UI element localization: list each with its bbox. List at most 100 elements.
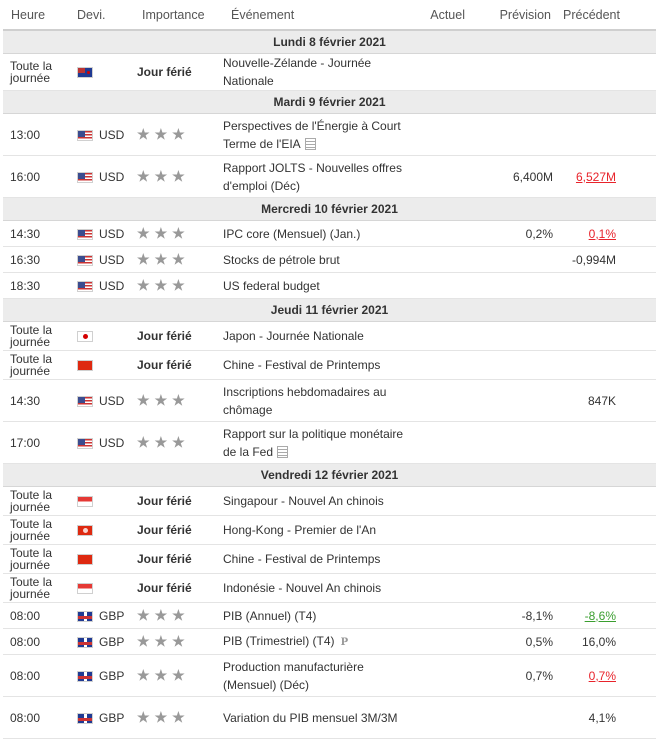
event-name-cell[interactable]: PIB (Trimestriel) (T4) P [223,628,414,655]
event-previous-cell [555,573,656,603]
event-forecast: 0,5% [469,628,555,655]
event-name-cell[interactable]: PIB (Annuel) (T4) [223,602,414,629]
event-row[interactable]: Toute la journée Jour férié Indonésie - No… [3,573,656,603]
header-row: Heure Devi. Importance Événement Actuel … [3,0,656,31]
event-row[interactable]: 14:30 USD ★ ★ ★ Inscriptions hebdomadaires au… [3,379,656,422]
header-currency[interactable]: Devi. [69,0,134,31]
importance-star-icon: ★ [172,607,185,623]
event-row[interactable]: Toute la journée Jour férié Nouvelle-Zélan… [3,53,656,91]
header-forecast[interactable]: Prévision [469,0,555,31]
importance-star-icon: ★ [137,667,150,683]
uk-flag-icon [77,610,93,622]
event-row[interactable]: 16:30 USD ★ ★ ★ Stocks de pétrole brut -0,994M [3,246,656,273]
event-name[interactable]: Rapport JOLTS - Nouvelles offres d'emplo… [223,160,402,193]
economic-calendar-table: Heure Devi. Importance Événement Actuel … [3,0,656,739]
event-name[interactable]: Hong-Kong - Premier de l'An [223,523,377,537]
event-name[interactable]: Inscriptions hebdomadaires au chômage [223,384,387,417]
event-currency-cell [69,544,134,574]
event-forecast: 0,2% [469,220,555,247]
event-row[interactable]: 08:00 GBP ★ ★ ★ Variation du PIB mensuel 3M/3… [3,696,656,739]
event-name-cell[interactable]: Hong-Kong - Premier de l'An [223,515,414,545]
event-name-cell[interactable]: Chine - Festival de Printemps [223,350,414,380]
event-name[interactable]: Japon - Journée Nationale [223,329,364,343]
event-row[interactable]: 14:30 USD ★ ★ ★ IPC core (Mensuel) (Jan.) 0,2%… [3,220,656,247]
day-header-row: Mercredi 10 février 2021 [3,197,656,221]
event-row[interactable]: Toute la journée Jour férié Japon - Journé… [3,321,656,351]
uk-flag-icon [77,712,93,724]
event-name-cell[interactable]: Variation du PIB mensuel 3M/3M [223,696,414,739]
event-row[interactable]: Toute la journée Jour férié Hong-Kong - Pr… [3,515,656,545]
japan-flag-icon [77,331,93,343]
event-name-cell[interactable]: Perspectives de l'Énergie à Court Terme … [223,113,414,156]
event-name[interactable]: PIB (Trimestriel) (T4) [223,633,335,648]
event-name[interactable]: PIB (Annuel) (T4) [223,608,317,623]
event-name[interactable]: Chine - Festival de Printemps [223,552,381,566]
event-name-cell[interactable]: Indonésie - Nouvel An chinois [223,573,414,603]
header-previous[interactable]: Précédent [555,0,656,31]
event-row[interactable]: 16:00 USD ★ ★ ★ Rapport JOLTS - Nouvelles off… [3,155,656,198]
event-previous: -8,6% [584,608,616,623]
event-previous: 0,1% [588,226,616,241]
event-time: 08:00 [3,602,69,629]
importance-star-icon: ★ [137,709,150,725]
event-name-cell[interactable]: Chine - Festival de Printemps [223,544,414,574]
event-row[interactable]: Toute la journée Jour férié Chine - Festiv… [3,544,656,574]
importance-star-icon: ★ [154,251,168,267]
event-name[interactable]: Stocks de pétrole brut [223,252,340,267]
event-row[interactable]: 18:30 USD ★ ★ ★ US federal budget [3,272,656,299]
event-name-cell[interactable]: IPC core (Mensuel) (Jan.) [223,220,414,247]
event-time: Toute la journée [3,486,69,516]
header-time[interactable]: Heure [3,0,69,31]
event-name-cell[interactable]: Nouvelle-Zélande - Journée Nationale [223,53,414,91]
holiday-label: Jour férié [137,358,192,372]
event-previous: 0,7% [588,668,616,683]
event-name-cell[interactable]: Production manufacturière (Mensuel) (Déc… [223,654,414,697]
event-name-cell[interactable]: Stocks de pétrole brut [223,246,414,273]
document-icon[interactable] [277,446,289,459]
document-icon[interactable] [304,138,316,151]
event-name-cell[interactable]: Rapport sur la politique monétaire de la… [223,421,414,464]
importance-cell: ★ ★ ★ [134,220,223,247]
importance-cell: ★ ★ ★ [134,421,223,464]
event-name[interactable]: Indonésie - Nouvel An chinois [223,581,382,595]
event-currency-cell: USD [69,155,134,198]
header-importance[interactable]: Importance [134,0,223,31]
event-name-cell[interactable]: Singapour - Nouvel An chinois [223,486,414,516]
event-name[interactable]: Production manufacturière (Mensuel) (Déc… [223,659,364,692]
china-flag-icon [77,360,93,372]
event-forecast [469,421,555,464]
event-name[interactable]: Chine - Festival de Printemps [223,358,381,372]
currency-code: USD [99,278,125,293]
importance-cell: Jour férié [134,544,223,574]
event-name[interactable]: Singapour - Nouvel An chinois [223,494,384,508]
event-row[interactable]: Toute la journée Jour férié Chine - Festiv… [3,350,656,380]
event-forecast [469,272,555,299]
event-row[interactable]: 08:00 GBP ★ ★ ★ PIB (Trimestriel) (T4) P 0,5% 16… [3,628,656,655]
event-name[interactable]: Variation du PIB mensuel 3M/3M [223,710,398,725]
event-name[interactable]: IPC core (Mensuel) (Jan.) [223,226,361,241]
importance-star-icon: ★ [172,277,185,293]
event-name-cell[interactable]: Japon - Journée Nationale [223,321,414,351]
event-previous-cell: 6,527M [555,155,656,198]
event-name[interactable]: US federal budget [223,278,320,293]
event-name-cell[interactable]: Rapport JOLTS - Nouvelles offres d'emplo… [223,155,414,198]
importance-star-icon: ★ [154,392,168,408]
event-name[interactable]: Perspectives de l'Énergie à Court Terme … [223,118,401,151]
event-name[interactable]: Rapport sur la politique monétaire de la… [223,426,404,459]
day-label: Mercredi 10 février 2021 [3,197,656,221]
event-row[interactable]: 17:00 USD ★ ★ ★ Rapport sur la politique moné… [3,421,656,464]
event-actual [414,220,469,247]
event-currency-cell [69,573,134,603]
event-row[interactable]: 13:00 USD ★ ★ ★ Perspectives de l'Énergie à C… [3,113,656,156]
event-row[interactable]: 08:00 GBP ★ ★ ★ PIB (Annuel) (T4) -8,1% -8,6% [3,602,656,629]
event-time: 08:00 [3,654,69,697]
event-name-cell[interactable]: US federal budget [223,272,414,299]
header-actual[interactable]: Actuel [414,0,469,31]
event-currency-cell: GBP [69,628,134,655]
event-name[interactable]: Nouvelle-Zélande - Journée Nationale [223,56,372,88]
event-name-cell[interactable]: Inscriptions hebdomadaires au chômage [223,379,414,422]
event-row[interactable]: Toute la journée Jour férié Singapour - No… [3,486,656,516]
day-header-row: Jeudi 11 février 2021 [3,298,656,322]
event-row[interactable]: 08:00 GBP ★ ★ ★ Production manufacturière (Me… [3,654,656,697]
header-event[interactable]: Événement [223,0,414,31]
